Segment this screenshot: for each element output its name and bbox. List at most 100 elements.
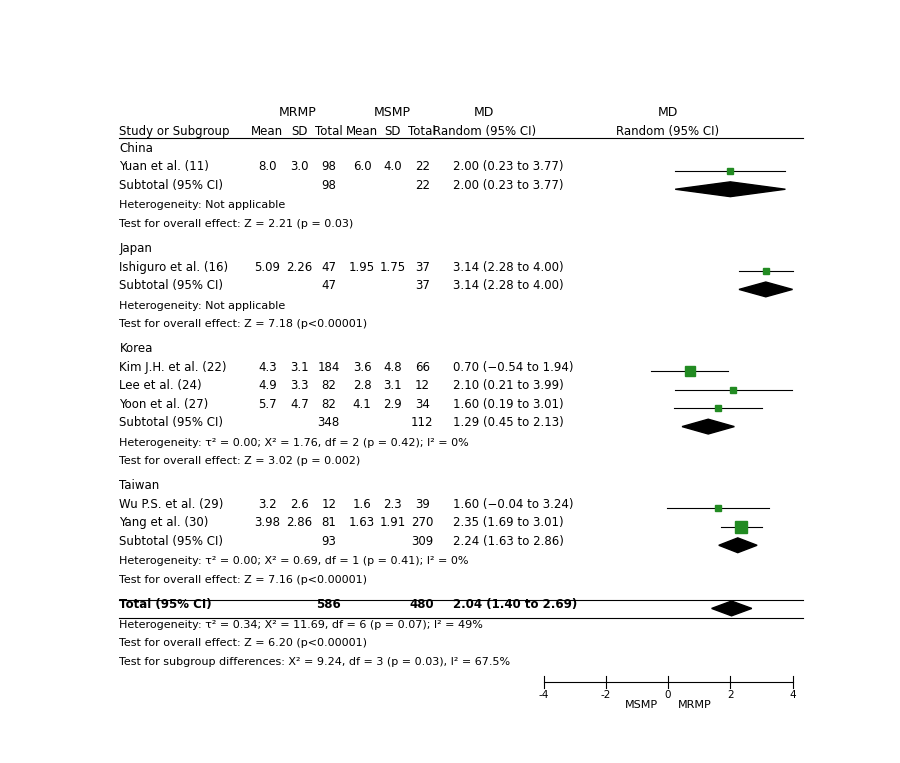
Text: 2.3: 2.3 [383, 497, 402, 511]
Text: 6.0: 6.0 [353, 160, 372, 173]
Text: -4: -4 [538, 690, 549, 700]
Text: 47: 47 [321, 279, 337, 292]
Text: Subtotal (95% CI): Subtotal (95% CI) [120, 279, 223, 292]
Text: 1.63: 1.63 [349, 517, 375, 530]
Text: Wu P.S. et al. (29): Wu P.S. et al. (29) [120, 497, 224, 511]
Text: MSMP: MSMP [625, 700, 658, 710]
Text: China: China [120, 142, 153, 155]
Text: 98: 98 [321, 160, 337, 173]
Text: Subtotal (95% CI): Subtotal (95% CI) [120, 535, 223, 548]
Text: Test for overall effect: Z = 3.02 (p = 0.002): Test for overall effect: Z = 3.02 (p = 0… [120, 456, 361, 466]
Text: 1.60 (−0.04 to 3.24): 1.60 (−0.04 to 3.24) [453, 497, 573, 511]
Text: Yuan et al. (11): Yuan et al. (11) [120, 160, 210, 173]
Text: 2: 2 [727, 690, 734, 700]
Text: 348: 348 [318, 416, 340, 430]
Text: 586: 586 [317, 598, 341, 611]
Text: 3.14 (2.28 to 4.00): 3.14 (2.28 to 4.00) [453, 260, 563, 273]
Text: 98: 98 [321, 179, 337, 192]
Text: 1.95: 1.95 [349, 260, 375, 273]
Text: 3.98: 3.98 [255, 517, 280, 530]
Text: 1.60 (0.19 to 3.01): 1.60 (0.19 to 3.01) [453, 398, 563, 410]
Polygon shape [675, 182, 786, 197]
Text: 3.0: 3.0 [290, 160, 309, 173]
Text: Test for overall effect: Z = 6.20 (p<0.00001): Test for overall effect: Z = 6.20 (p<0.0… [120, 638, 367, 648]
Text: 8.0: 8.0 [258, 160, 276, 173]
Text: Heterogeneity: Not applicable: Heterogeneity: Not applicable [120, 201, 285, 211]
Text: Subtotal (95% CI): Subtotal (95% CI) [120, 179, 223, 192]
Text: Test for overall effect: Z = 2.21 (p = 0.03): Test for overall effect: Z = 2.21 (p = 0… [120, 219, 354, 229]
Text: MSMP: MSMP [374, 106, 410, 119]
Text: 2.10 (0.21 to 3.99): 2.10 (0.21 to 3.99) [453, 379, 563, 392]
Text: 3.1: 3.1 [290, 361, 309, 374]
Text: Total (95% CI): Total (95% CI) [120, 598, 212, 611]
Text: 2.24 (1.63 to 2.86): 2.24 (1.63 to 2.86) [453, 535, 563, 548]
Text: 480: 480 [410, 598, 435, 611]
Text: 37: 37 [415, 279, 429, 292]
Polygon shape [682, 419, 734, 434]
Text: Ishiguro et al. (16): Ishiguro et al. (16) [120, 260, 229, 273]
Text: 3.6: 3.6 [353, 361, 372, 374]
Text: 0: 0 [665, 690, 671, 700]
Text: Mean: Mean [251, 125, 284, 138]
Text: 270: 270 [411, 517, 434, 530]
Text: 184: 184 [318, 361, 340, 374]
Text: 5.7: 5.7 [258, 398, 276, 410]
Text: 47: 47 [321, 260, 337, 273]
Text: Random (95% CI): Random (95% CI) [433, 125, 536, 138]
Text: Heterogeneity: τ² = 0.34; X² = 11.69, df = 6 (p = 0.07); I² = 49%: Heterogeneity: τ² = 0.34; X² = 11.69, df… [120, 620, 483, 629]
Text: 1.29 (0.45 to 2.13): 1.29 (0.45 to 2.13) [453, 416, 563, 430]
Text: 3.2: 3.2 [258, 497, 276, 511]
Text: 66: 66 [415, 361, 429, 374]
Text: 3.1: 3.1 [383, 379, 402, 392]
Text: Korea: Korea [120, 342, 153, 355]
Text: Total: Total [315, 125, 343, 138]
Text: 4.0: 4.0 [383, 160, 402, 173]
Text: 3.3: 3.3 [290, 379, 309, 392]
Text: 82: 82 [321, 398, 337, 410]
Text: 4.9: 4.9 [258, 379, 276, 392]
Text: 5.09: 5.09 [255, 260, 280, 273]
Text: MRMP: MRMP [279, 106, 317, 119]
Text: Kim J.H. et al. (22): Kim J.H. et al. (22) [120, 361, 227, 374]
Text: 2.00 (0.23 to 3.77): 2.00 (0.23 to 3.77) [453, 160, 563, 173]
Text: 4.3: 4.3 [258, 361, 276, 374]
Text: 22: 22 [415, 179, 429, 192]
Text: 112: 112 [411, 416, 434, 430]
Text: Taiwan: Taiwan [120, 479, 159, 492]
Text: Yang et al. (30): Yang et al. (30) [120, 517, 209, 530]
Text: 0.70 (−0.54 to 1.94): 0.70 (−0.54 to 1.94) [453, 361, 573, 374]
Text: Mean: Mean [346, 125, 378, 138]
Text: Heterogeneity: τ² = 0.00; X² = 0.69, df = 1 (p = 0.41); I² = 0%: Heterogeneity: τ² = 0.00; X² = 0.69, df … [120, 556, 469, 566]
Text: 93: 93 [321, 535, 337, 548]
Polygon shape [739, 282, 793, 297]
Text: SD: SD [292, 125, 308, 138]
Text: Japan: Japan [120, 242, 152, 255]
Text: 12: 12 [321, 497, 337, 511]
Text: Test for overall effect: Z = 7.16 (p<0.00001): Test for overall effect: Z = 7.16 (p<0.0… [120, 575, 367, 585]
Text: Test for overall effect: Z = 7.18 (p<0.00001): Test for overall effect: Z = 7.18 (p<0.0… [120, 319, 367, 329]
Text: 2.35 (1.69 to 3.01): 2.35 (1.69 to 3.01) [453, 517, 563, 530]
Text: 82: 82 [321, 379, 337, 392]
Text: 39: 39 [415, 497, 429, 511]
Polygon shape [712, 601, 751, 616]
Text: 4.8: 4.8 [383, 361, 402, 374]
Text: Lee et al. (24): Lee et al. (24) [120, 379, 202, 392]
Text: 4.7: 4.7 [290, 398, 309, 410]
Text: 3.14 (2.28 to 4.00): 3.14 (2.28 to 4.00) [453, 279, 563, 292]
Text: 34: 34 [415, 398, 429, 410]
Text: 2.6: 2.6 [290, 497, 309, 511]
Text: 2.26: 2.26 [286, 260, 312, 273]
Polygon shape [719, 538, 757, 552]
Text: 22: 22 [415, 160, 429, 173]
Text: 81: 81 [321, 517, 337, 530]
Text: Study or Subgroup: Study or Subgroup [120, 125, 230, 138]
Text: Random (95% CI): Random (95% CI) [616, 125, 720, 138]
Text: 2.86: 2.86 [286, 517, 312, 530]
Text: Subtotal (95% CI): Subtotal (95% CI) [120, 416, 223, 430]
Text: MD: MD [474, 106, 494, 119]
Text: SD: SD [384, 125, 401, 138]
Text: 2.8: 2.8 [353, 379, 372, 392]
Text: 12: 12 [415, 379, 429, 392]
Text: 4: 4 [789, 690, 796, 700]
Text: 2.00 (0.23 to 3.77): 2.00 (0.23 to 3.77) [453, 179, 563, 192]
